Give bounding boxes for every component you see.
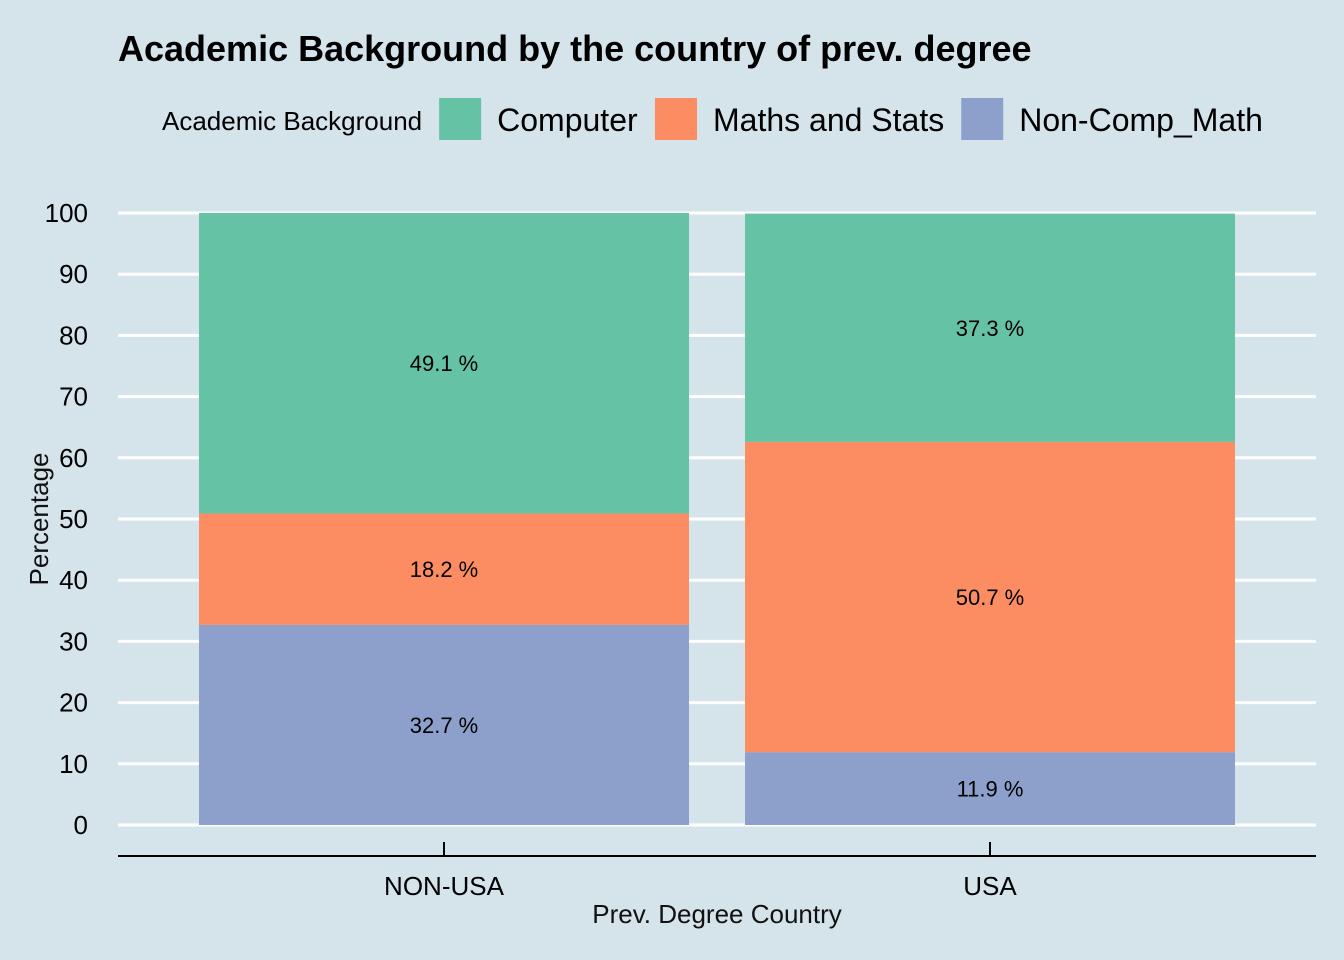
y-axis: 0 10 20 30 40 50 60 70 80 90 100 — [45, 198, 88, 840]
data-label: 50.7 % — [956, 585, 1025, 610]
x-axis: NON-USA USA — [384, 842, 1017, 901]
legend-title: Academic Background — [162, 106, 422, 136]
y-axis-title: Percentage — [24, 453, 54, 586]
x-axis-title: Prev. Degree Country — [592, 899, 842, 929]
bar-segment — [199, 513, 689, 625]
y-tick-label: 90 — [59, 259, 88, 289]
y-tick-label: 50 — [59, 504, 88, 534]
x-tick-label: NON-USA — [384, 871, 505, 901]
legend-label: Computer — [497, 102, 638, 138]
bars — [199, 213, 1235, 825]
y-tick-label: 40 — [59, 565, 88, 595]
chart-title: Academic Background by the country of pr… — [118, 28, 1032, 69]
bar-segment — [745, 752, 1235, 825]
y-tick-label: 60 — [59, 443, 88, 473]
bar-segment — [745, 441, 1235, 753]
legend-label: Non-Comp_Math — [1019, 102, 1263, 138]
y-tick-label: 10 — [59, 749, 88, 779]
y-tick-label: 30 — [59, 626, 88, 656]
legend-swatch — [654, 98, 697, 140]
legend-swatch — [961, 98, 1004, 140]
data-label: 49.1 % — [410, 351, 479, 376]
data-label: 11.9 % — [957, 777, 1024, 802]
data-label: 37.3 % — [956, 316, 1025, 341]
x-tick-label: USA — [963, 871, 1017, 901]
y-tick-label: 100 — [45, 198, 88, 228]
data-label: 32.7 % — [410, 713, 479, 738]
legend: Academic Background Computer Maths and St… — [162, 98, 1263, 140]
data-labels: 32.7 % 18.2 % 49.1 % 11.9 % 50.7 % 37.3 % — [410, 316, 1025, 802]
y-tick-label: 0 — [74, 810, 88, 840]
y-tick-label: 80 — [59, 320, 88, 350]
bar-segment — [199, 213, 689, 514]
bar-segment — [745, 213, 1235, 442]
y-tick-label: 20 — [59, 688, 88, 718]
bar-segment — [199, 624, 689, 825]
legend-swatch — [439, 98, 482, 140]
y-tick-label: 70 — [59, 382, 88, 412]
legend-label: Maths and Stats — [713, 102, 944, 138]
data-label: 18.2 % — [410, 557, 479, 582]
